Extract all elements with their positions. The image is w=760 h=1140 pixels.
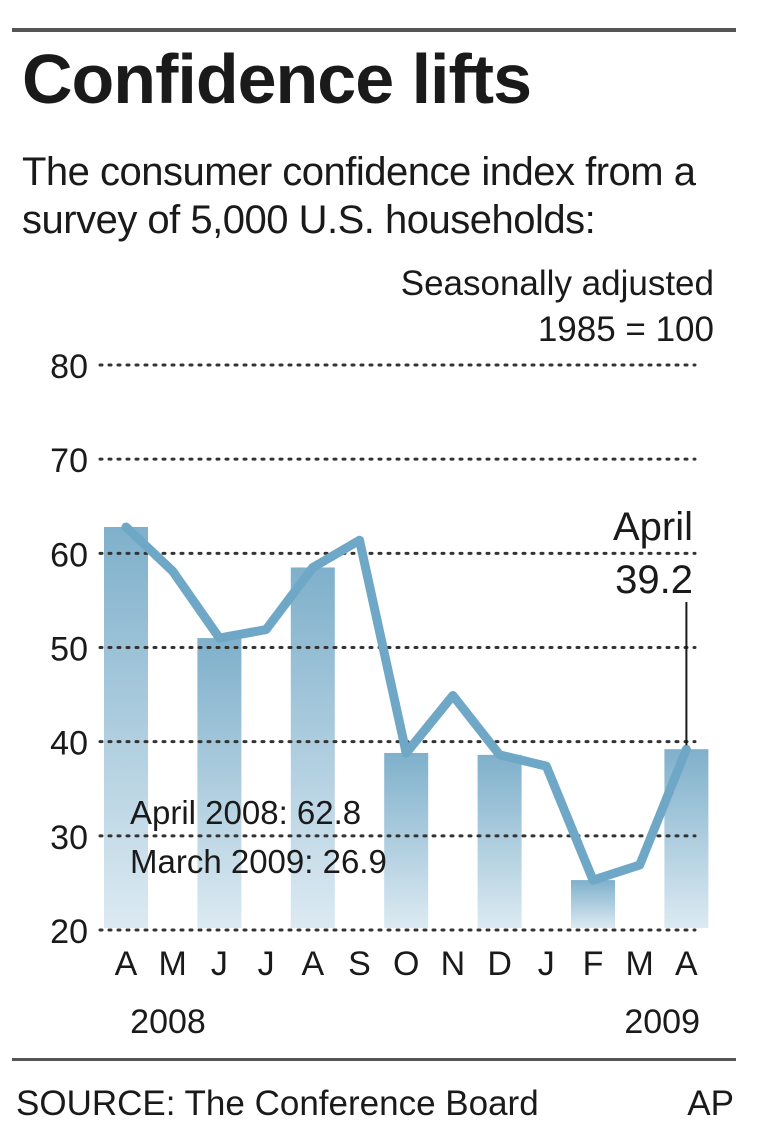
y-axis: 80 70 60 50 40 30 20 <box>50 348 88 951</box>
alternating-bars <box>104 526 709 928</box>
data-point <box>265 628 268 631</box>
unit-note-adjusted: Seasonally adjusted <box>400 264 714 303</box>
unit-note-base: 1985 = 100 <box>537 310 714 349</box>
data-point <box>592 879 594 882</box>
credit: AP <box>687 1084 734 1123</box>
y-tick-label: 30 <box>50 819 88 857</box>
year-label-2008: 2008 <box>130 1003 206 1041</box>
data-point <box>545 765 548 768</box>
x-tick-label: J <box>258 945 275 983</box>
bar-0 <box>104 526 148 928</box>
y-tick-label: 80 <box>50 348 88 386</box>
bar-4 <box>290 567 335 928</box>
x-tick-label: N <box>441 945 466 983</box>
x-tick-label: A <box>675 945 698 983</box>
x-tick-label: J <box>211 945 228 983</box>
y-tick-label: 70 <box>50 442 88 480</box>
data-point <box>171 570 174 573</box>
x-tick-label: D <box>487 945 512 983</box>
latest-value-label: 39.2 <box>615 558 693 602</box>
chart-subtitle: The consumer confidence index from a sur… <box>22 150 696 242</box>
data-point <box>125 525 127 528</box>
data-point <box>498 753 501 756</box>
source-note: SOURCE: The Conference Board <box>16 1084 539 1123</box>
x-tick-label: A <box>115 945 138 983</box>
y-tick-label: 40 <box>50 725 88 763</box>
data-point <box>685 748 688 751</box>
x-tick-label: O <box>393 945 419 983</box>
y-tick-label: 50 <box>50 631 88 669</box>
data-point <box>638 864 641 867</box>
latest-month-label: April <box>613 505 693 549</box>
annotations: April 39.2 April 2008: 62.8 March 2009: … <box>130 505 700 1041</box>
data-point <box>218 637 221 640</box>
chart-title: Confidence lifts <box>22 40 532 118</box>
data-point <box>451 694 454 697</box>
data-point <box>405 751 408 754</box>
x-tick-label: A <box>301 945 324 983</box>
bar-8 <box>477 754 522 928</box>
series-line-group <box>121 522 691 885</box>
note-april-2008: April 2008: 62.8 <box>130 794 361 831</box>
x-tick-label: M <box>626 945 654 983</box>
data-point <box>311 566 314 569</box>
data-point <box>358 539 361 542</box>
x-tick-label: S <box>348 945 371 983</box>
year-label-2009: 2009 <box>624 1003 700 1041</box>
y-tick-label: 20 <box>50 913 88 951</box>
gridlines <box>98 363 697 932</box>
bar-10 <box>571 880 615 928</box>
x-tick-label: J <box>538 945 555 983</box>
note-march-2009: March 2009: 26.9 <box>130 843 387 880</box>
top-rule <box>12 28 736 32</box>
bottom-rule <box>12 1058 736 1061</box>
bar-6 <box>384 752 429 928</box>
x-tick-label: F <box>583 945 604 983</box>
y-tick-label: 60 <box>50 536 88 574</box>
x-tick-label: M <box>159 945 187 983</box>
bar-2 <box>197 638 242 928</box>
